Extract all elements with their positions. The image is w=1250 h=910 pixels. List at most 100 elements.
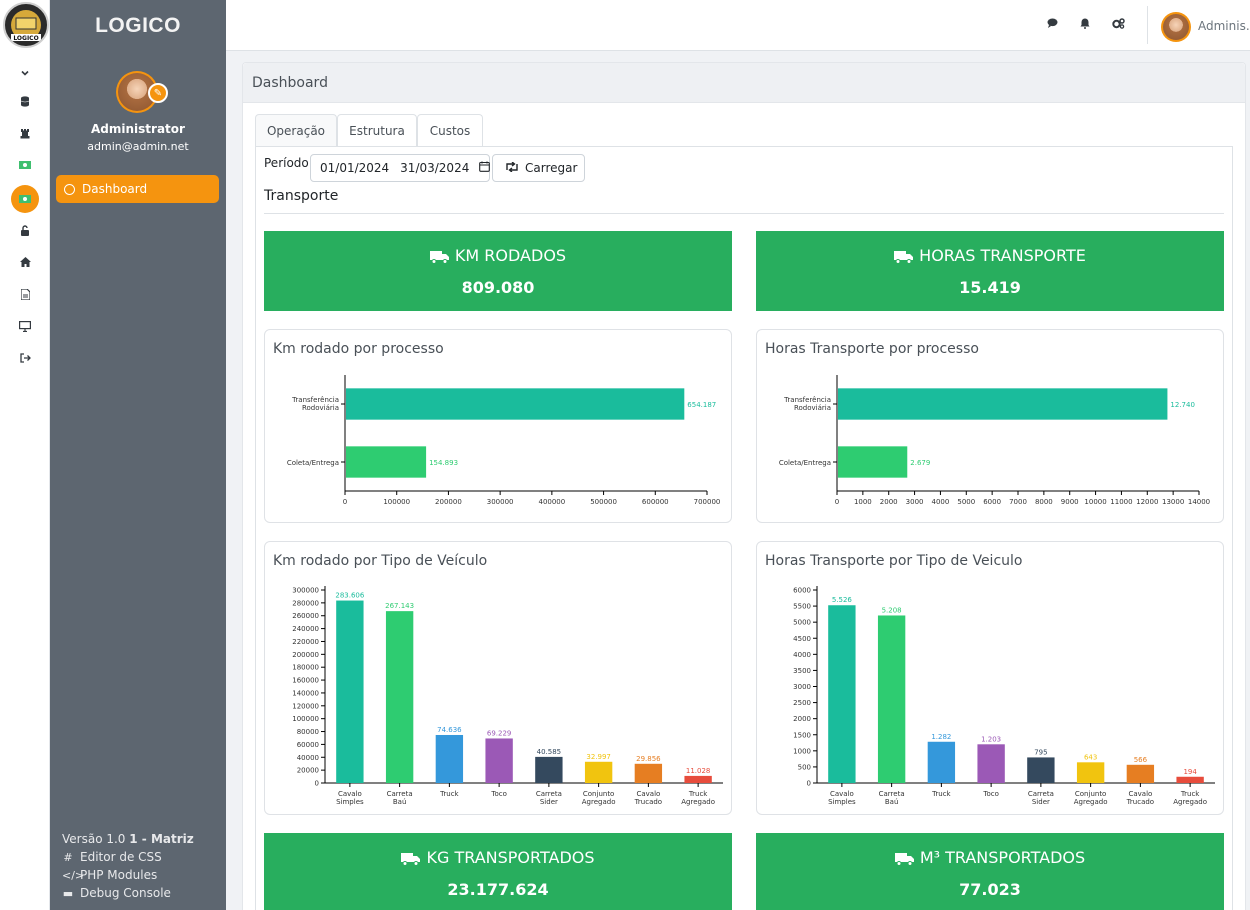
x-tick-label: Truck — [1180, 790, 1200, 798]
debug-console-link[interactable]: ▬ Debug Console — [62, 886, 171, 900]
x-tick-label: 500000 — [590, 498, 617, 506]
x-tick-label: 12000 — [1136, 498, 1158, 506]
sidebar-item-label: Dashboard — [82, 182, 148, 196]
bell-icon[interactable] — [1080, 18, 1090, 32]
x-tick-label: Cavalo — [830, 790, 854, 798]
user-email: admin@admin.net — [87, 140, 189, 153]
x-tick-label: Baú — [885, 798, 899, 806]
data-label: 1.282 — [931, 733, 951, 741]
hashtag-icon: # — [63, 850, 73, 864]
y-tick-label: 240000 — [292, 625, 319, 633]
x-tick-label: Conjunto — [583, 790, 614, 798]
period-label: Período: — [264, 156, 313, 170]
x-tick-label: 100000 — [383, 498, 410, 506]
chart-km-veiculo: Km rodado por Tipo de Veículo 0 20000 4000… — [264, 541, 732, 815]
bar — [684, 775, 712, 783]
bar — [1176, 776, 1204, 783]
y-tick-label: 1000 — [793, 747, 811, 755]
y-tick-label: 0 — [807, 780, 811, 788]
home-icon[interactable] — [13, 253, 37, 271]
x-tick-label: 8000 — [1035, 498, 1053, 506]
data-label: 795 — [1034, 748, 1047, 756]
x-tick-label: Agregado — [1173, 798, 1207, 806]
x-tick-label: Cavalo — [636, 790, 660, 798]
data-label: 283.606 — [335, 592, 364, 600]
chess-rook-icon[interactable] — [13, 124, 37, 142]
y-tick-label: 5000 — [793, 619, 811, 627]
bar — [877, 615, 906, 783]
monitor-icon[interactable] — [13, 317, 37, 335]
x-tick-label: Agregado — [582, 798, 616, 806]
x-tick-label: Simples — [336, 798, 364, 806]
chart-horas-processo: Horas Transporte por processo 0 1000 2000 3… — [756, 329, 1224, 523]
money-icon[interactable] — [13, 156, 37, 174]
date-range-input[interactable]: 01/01/2024 31/03/2024 — [310, 154, 491, 182]
database-icon[interactable] — [13, 92, 37, 110]
chart-horas-veiculo-svg: 0 500 1000 1500 2000 2500 3000 3500 4000 4500 5000… — [793, 586, 1215, 806]
divider — [1147, 6, 1148, 44]
css-editor-link[interactable]: # Editor de CSS — [63, 850, 162, 864]
y-tick-label: 80000 — [297, 728, 319, 736]
bar — [584, 761, 613, 783]
chart-title: Horas Transporte por Tipo de Veiculo — [765, 553, 1023, 569]
y-tick-label: 60000 — [297, 741, 319, 749]
x-tick-label: Simples — [828, 798, 856, 806]
bar — [838, 446, 908, 478]
y-tick-label: 280000 — [292, 599, 319, 607]
kpi-m3-transportados: M³ TRANSPORTADOS 77.023 — [756, 833, 1224, 910]
unlock-icon[interactable] — [13, 221, 37, 239]
y-tick-label: 200000 — [292, 651, 319, 659]
user-avatar-top[interactable] — [1161, 12, 1191, 42]
x-tick-label: Carreta — [387, 790, 413, 798]
x-tick-label: Toco — [490, 790, 507, 798]
x-tick-label: 200000 — [435, 498, 462, 506]
x-tick-label: Carreta — [879, 790, 905, 798]
comment-icon[interactable] — [1047, 18, 1058, 31]
logico-logo[interactable]: LOGICO — [3, 2, 49, 48]
card-title: Dashboard — [243, 63, 1245, 103]
kpi-value: 809.080 — [461, 278, 535, 297]
data-label: 154.893 — [429, 459, 458, 467]
bar — [634, 763, 663, 783]
y-tick-label: 160000 — [292, 677, 319, 685]
y-tick-label: 220000 — [292, 638, 319, 646]
x-tick-label: Toco — [982, 790, 999, 798]
money-active-icon[interactable] — [11, 185, 39, 213]
data-label: 74.636 — [437, 726, 462, 734]
data-label: 69.229 — [487, 729, 512, 737]
bar — [1126, 764, 1155, 783]
y-tick-label: 40000 — [297, 754, 319, 762]
x-tick-label: 1000 — [854, 498, 872, 506]
x-tick-label: 10000 — [1084, 498, 1106, 506]
carregar-button[interactable]: Carregar — [492, 154, 585, 182]
y-tick-label: Rodoviária — [794, 404, 831, 412]
chart-km-processo: Km rodado por processo 0 100000 200000 3000… — [264, 329, 732, 523]
truck-icon — [429, 249, 450, 264]
code-icon: </> — [62, 868, 85, 882]
tab-custos[interactable]: Custos — [417, 114, 483, 147]
x-tick-label: 600000 — [642, 498, 669, 506]
file-icon[interactable] — [13, 285, 37, 303]
edit-pencil-icon[interactable]: ✎ — [148, 83, 168, 103]
x-tick-label: 7000 — [1009, 498, 1027, 506]
data-label: 40.585 — [537, 748, 562, 756]
user-menu-name[interactable]: Adminis... — [1198, 19, 1250, 33]
tab-operacao[interactable]: Operação — [255, 114, 337, 147]
chevron-down-icon[interactable] — [13, 64, 37, 82]
y-tick-label: 5500 — [793, 603, 811, 611]
version-text: Versão 1.0 1 - Matriz — [62, 832, 194, 846]
data-label: 5.208 — [882, 606, 902, 614]
sidebar-item-dashboard[interactable]: Dashboard — [56, 175, 219, 203]
x-tick-label: Cavalo — [1128, 790, 1152, 798]
tab-estrutura[interactable]: Estrutura — [337, 114, 417, 147]
y-tick-label: 120000 — [292, 702, 319, 710]
x-tick-label: 11000 — [1110, 498, 1132, 506]
logo-text: LOGICO — [13, 35, 38, 42]
php-modules-link[interactable]: </> PHP Modules — [62, 868, 158, 882]
kpi-value: 77.023 — [959, 880, 1021, 899]
brand-title: LOGICO — [95, 14, 181, 37]
sign-out-icon[interactable] — [13, 349, 37, 367]
section-title: Transporte — [264, 188, 339, 204]
y-tick-label: 2000 — [793, 715, 811, 723]
cogs-icon[interactable] — [1112, 18, 1125, 32]
